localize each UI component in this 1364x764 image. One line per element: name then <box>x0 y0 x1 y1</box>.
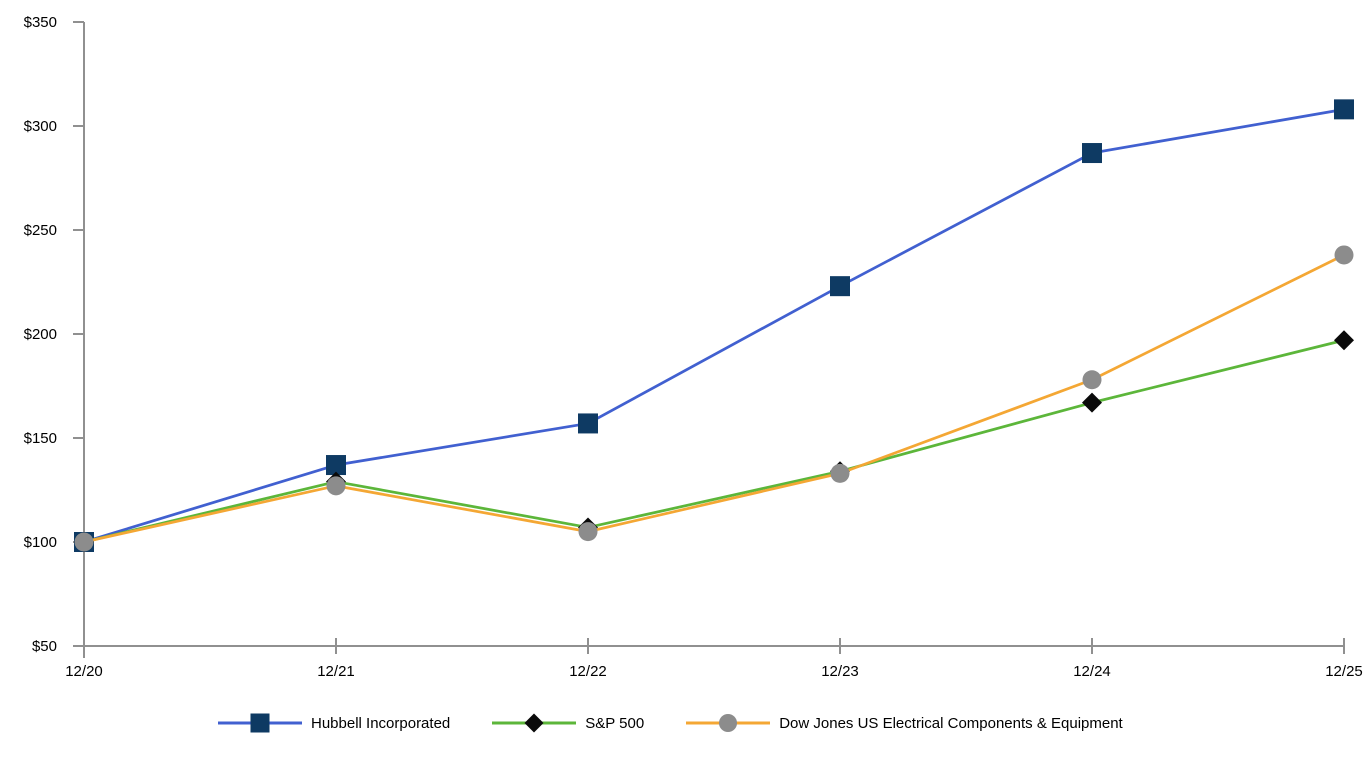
y-tick-label: $350 <box>24 14 57 31</box>
chart-plot-area: $50 $100 $150 $200 $250 $300 $350 12/20 12/21 12/… <box>24 14 1363 680</box>
square-marker-icon <box>1082 143 1102 164</box>
circle-marker-icon <box>719 713 738 733</box>
legend-label: S&P 500 <box>585 714 645 732</box>
x-tick-label: 12/23 <box>821 663 859 680</box>
x-tick-label: 12/22 <box>569 663 607 680</box>
diamond-marker-icon <box>1334 330 1354 351</box>
x-tick-label: 12/21 <box>317 663 355 680</box>
legend-swatch-square-marker-icon <box>218 713 302 733</box>
square-marker-icon <box>1334 99 1354 120</box>
square-marker-icon <box>250 713 270 733</box>
axes <box>73 21 1345 658</box>
chart-legend: Hubbell Incorporated S&P 500 Dow Jones U… <box>218 712 1123 734</box>
series-0 <box>74 99 1354 552</box>
circle-marker-icon <box>1082 370 1102 390</box>
circle-marker-icon <box>578 522 598 542</box>
circle-marker-icon <box>1334 245 1354 265</box>
x-tick-label: 12/25 <box>1325 663 1363 680</box>
legend-label: Hubbell Incorporated <box>311 714 451 732</box>
circle-marker-icon <box>326 476 346 496</box>
square-marker-icon <box>830 276 850 297</box>
x-tick-label: 12/24 <box>1073 663 1111 680</box>
y-tick-label: $50 <box>32 638 57 655</box>
diamond-marker-icon <box>1082 392 1102 413</box>
series-line <box>83 253 1345 544</box>
y-tick-label: $100 <box>24 534 57 551</box>
series-line <box>83 108 1345 544</box>
diamond-marker-icon <box>524 713 544 733</box>
series-line <box>83 338 1345 544</box>
y-tick-label: $200 <box>24 326 57 343</box>
square-marker-icon <box>326 455 346 476</box>
legend-swatch-circle-marker-icon <box>686 713 771 733</box>
legend-swatch-diamond-marker-icon <box>492 713 577 733</box>
circle-marker-icon <box>74 532 94 552</box>
x-tick-label: 12/20 <box>65 663 103 680</box>
y-tick-label: $250 <box>24 222 57 239</box>
legend-item-hubbell: Hubbell Incorporated <box>218 712 450 734</box>
y-tick-label: $300 <box>24 118 57 135</box>
y-tick-label: $150 <box>24 430 57 447</box>
series-1 <box>74 330 1354 552</box>
circle-marker-icon <box>830 463 850 483</box>
legend-label: Dow Jones US Electrical Components & Equ… <box>779 714 1123 732</box>
square-marker-icon <box>578 413 598 434</box>
legend-item-dowjones: Dow Jones US Electrical Components & Equ… <box>686 712 1123 734</box>
legend-item-sp500: S&P 500 <box>492 712 644 734</box>
series-2 <box>74 245 1354 552</box>
